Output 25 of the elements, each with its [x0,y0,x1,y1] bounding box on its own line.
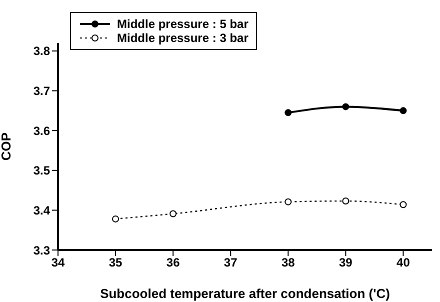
x-tick-label: 34 [51,256,65,270]
point [400,201,407,208]
point [170,210,177,218]
point [284,109,292,116]
y-tick-label: 3.7 [33,84,50,98]
point [284,198,292,206]
y-tick-label: 3.8 [33,44,50,58]
legend-label: Middle pressure : 5 bar [117,17,248,31]
x-tick-label: 40 [396,256,410,270]
point [400,107,407,114]
point [112,215,120,222]
x-tick-label: 37 [224,256,238,270]
x-tick-label: 38 [281,256,296,270]
y-tick-label: 3.5 [33,164,50,178]
point [342,103,350,110]
y-tick-label: 3.3 [33,243,50,258]
x-tick-label: 39 [339,256,353,270]
point [342,198,350,205]
x-axis-title: Subcooled temperature after condensation ('C) [100,286,390,301]
x-tick-label: 36 [166,256,180,270]
x-tick-label: 35 [108,256,123,270]
y-tick-label: 3.4 [33,203,50,218]
y-tick-label: 3.6 [33,124,50,138]
legend-label: Middle pressure : 3 bar [117,31,248,45]
y-axis-title: COP [0,132,14,161]
